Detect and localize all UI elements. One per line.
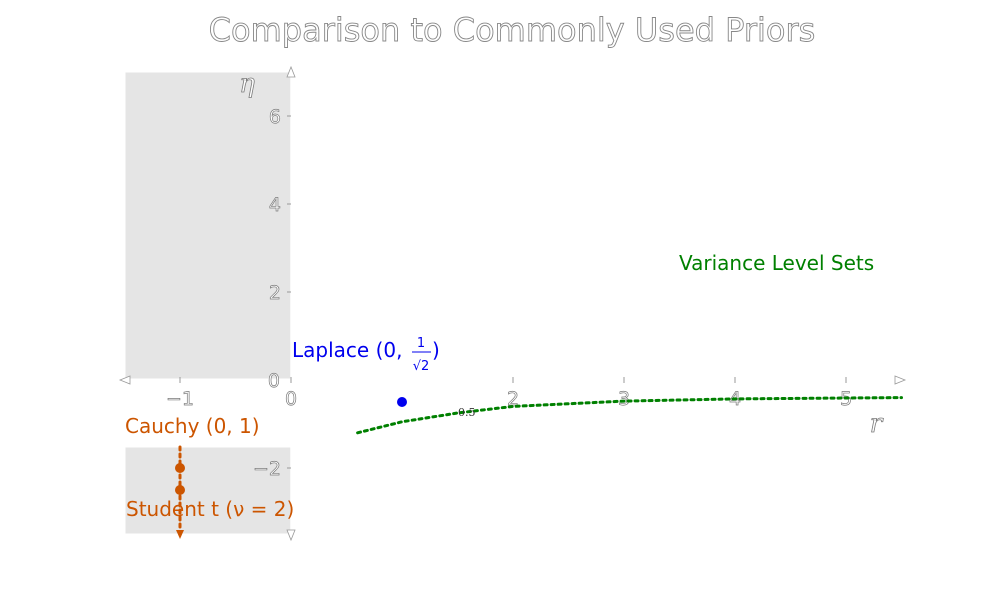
laplace-frac-denominator: √2 <box>413 359 430 374</box>
lower-panel <box>124 446 292 535</box>
laplace-annotation: Laplace (0, <box>292 338 402 362</box>
y-tick-label: 2 <box>269 282 281 304</box>
chart-title: Comparison to Commonly Used Priors <box>209 11 816 49</box>
y-tick-label: 0 <box>268 370 280 392</box>
laplace-annotation-text: Laplace (0, <box>292 338 402 362</box>
upper-panel <box>124 71 292 380</box>
x-axis-arrow-right <box>894 375 907 385</box>
cauchy-annotation: Cauchy (0, 1) <box>125 414 260 438</box>
x-tick-label: 2 <box>507 388 519 410</box>
x-axis-arrow-left <box>118 375 131 385</box>
level-set-curve <box>356 396 903 435</box>
marks <box>175 396 903 539</box>
x-tick-label: 0 <box>285 388 297 410</box>
laplace-point <box>397 397 407 407</box>
y-tick-label: −2 <box>253 458 281 480</box>
laplace-frac-numerator: 1 <box>417 336 425 351</box>
y-axis-arrow-down <box>286 529 296 542</box>
x-tick-label: −1 <box>166 388 194 410</box>
laplace-annotation-close: ) <box>432 338 440 362</box>
y-tick-label: 6 <box>269 106 281 128</box>
shaded-panels <box>124 71 292 535</box>
level-set-value-label: 0.5 <box>458 406 476 419</box>
x-axis-label: r <box>870 409 884 439</box>
y-axis-arrow-up <box>286 65 296 78</box>
y-tick-label: 4 <box>269 194 281 216</box>
level-sets-annotation: Variance Level Sets <box>679 251 874 275</box>
y-axis-label: η <box>239 69 255 99</box>
heavy-tail-arrowhead <box>176 530 184 539</box>
student-t-annotation: Student t (ν = 2) <box>126 497 294 521</box>
x-tick-label: 3 <box>618 388 630 410</box>
